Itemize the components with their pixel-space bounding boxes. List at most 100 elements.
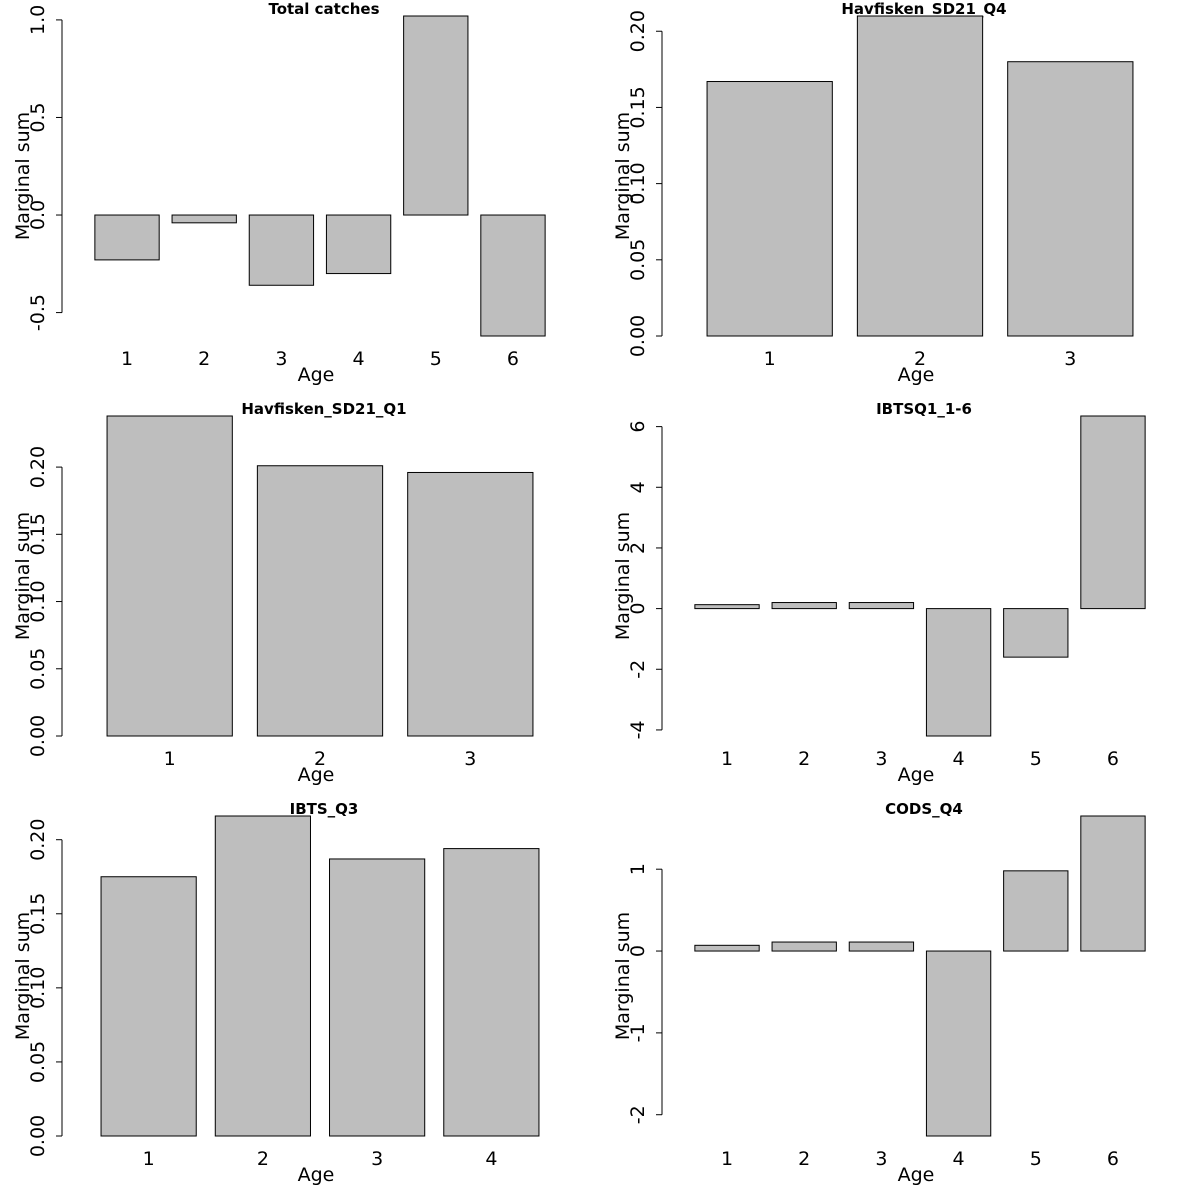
bar — [1080, 415, 1146, 610]
y-tick-label: -2 — [627, 660, 649, 679]
chart-title: IBTS_Q3 — [290, 800, 359, 818]
bar — [1003, 870, 1069, 952]
x-tick-label: 1 — [143, 1148, 155, 1170]
x-tick-label: 3 — [1064, 348, 1076, 370]
y-axis-label: Marginal sum — [612, 112, 634, 240]
y-axis-label: Marginal sum — [612, 912, 634, 1040]
chart-title: Havfisken_SD21_Q1 — [241, 400, 406, 418]
x-tick-label: 6 — [1107, 748, 1119, 770]
bar — [403, 15, 469, 216]
y-tick-label: -0.5 — [27, 294, 49, 331]
bar — [848, 941, 915, 952]
x-tick-label: 2 — [198, 348, 210, 370]
x-tick-label: 2 — [798, 748, 810, 770]
y-tick-label: 0.00 — [27, 1115, 49, 1157]
x-tick-label: 3 — [875, 1148, 887, 1170]
y-tick-label: 0.15 — [27, 893, 49, 935]
y-tick-label: 2 — [627, 542, 649, 554]
chart-title: Havfisken_SD21_Q4 — [841, 0, 1006, 18]
y-tick-label: 0.0 — [27, 200, 49, 230]
bar — [214, 815, 311, 1137]
x-axis-label: Age — [298, 764, 335, 786]
y-tick-label: 0.10 — [627, 162, 649, 204]
bar — [480, 214, 546, 337]
x-tick-label: 3 — [875, 748, 887, 770]
y-tick-label: -1 — [627, 1023, 649, 1042]
y-tick-label: 0.20 — [27, 819, 49, 861]
x-tick-label: 4 — [953, 748, 965, 770]
bar — [925, 950, 992, 1137]
y-axis-label: Marginal sum — [12, 112, 34, 240]
y-tick-label: 0.05 — [27, 1041, 49, 1083]
y-tick-label: 0 — [627, 603, 649, 615]
x-tick-label: 5 — [430, 348, 442, 370]
chart-panel: CODS_Q4 1 2 3 4 5 6 -2 -1 0 1 Age Marginal sum — [612, 800, 1146, 1186]
y-tick-label: 0.00 — [27, 715, 49, 757]
chart-panel: Total catches 1 2 3 4 5 6 -0.5 0.0 0.5 1.0 Age Margi… — [12, 0, 546, 386]
bar — [100, 876, 197, 1137]
bar — [771, 602, 837, 610]
chart-title: IBTSQ1_1-6 — [876, 400, 972, 418]
x-axis-label: Age — [898, 764, 935, 786]
bar — [325, 214, 392, 275]
y-tick-label: 0.00 — [627, 315, 649, 357]
x-tick-label: 4 — [953, 1148, 965, 1170]
y-tick-label: 6 — [627, 421, 649, 433]
bar — [248, 214, 315, 286]
chart-panel: Havfisken_SD21_Q1 1 2 3 0.00 0.05 0.10 0.15 0.20… — [12, 400, 534, 786]
y-tick-label: 0.20 — [627, 10, 649, 52]
y-tick-label: 0.5 — [27, 102, 49, 132]
y-tick-label: -2 — [627, 1105, 649, 1124]
bar — [1003, 608, 1069, 658]
y-tick-label: 4 — [627, 481, 649, 493]
y-tick-label: 0.10 — [27, 967, 49, 1009]
bar — [407, 471, 534, 737]
x-tick-label: 4 — [353, 348, 365, 370]
y-tick-label: 0.05 — [27, 648, 49, 690]
x-tick-label: 2 — [914, 348, 926, 370]
x-axis-label: Age — [898, 364, 935, 386]
x-tick-label: 5 — [1030, 1148, 1042, 1170]
bar — [94, 214, 160, 261]
y-tick-label: -4 — [627, 720, 649, 739]
x-tick-label: 4 — [485, 1148, 497, 1170]
chart-title: CODS_Q4 — [885, 800, 963, 818]
y-tick-label: 1 — [627, 863, 649, 875]
x-tick-label: 6 — [1107, 1148, 1119, 1170]
x-tick-label: 1 — [721, 1148, 733, 1170]
bar — [856, 15, 984, 337]
y-axis-label: Marginal sum — [612, 512, 634, 640]
y-tick-label: 0.20 — [27, 446, 49, 488]
x-tick-label: 2 — [314, 748, 326, 770]
x-tick-label: 3 — [371, 1148, 383, 1170]
x-tick-label: 3 — [275, 348, 287, 370]
chart-panel: IBTSQ1_1-6 1 2 3 4 5 6 -4 -2 0 2 4 6 Age Marginal sum — [612, 400, 1146, 786]
x-tick-label: 1 — [121, 348, 133, 370]
y-axis-label: Marginal sum — [12, 512, 34, 640]
bar — [848, 602, 915, 610]
x-tick-label: 2 — [257, 1148, 269, 1170]
chart-panel: IBTS_Q3 1 2 3 4 0.00 0.05 0.10 0.15 0.20 Age Margin… — [12, 800, 540, 1186]
x-tick-label: 2 — [798, 1148, 810, 1170]
chart-panel: Havfisken_SD21_Q4 1 2 3 0.00 0.05 0.10 0.15 0.20… — [612, 0, 1134, 386]
bar — [694, 944, 760, 952]
y-tick-label: 1.0 — [27, 5, 49, 35]
y-tick-label: 0.15 — [627, 86, 649, 128]
bar — [171, 214, 237, 224]
y-tick-label: 0.15 — [27, 513, 49, 555]
bar — [925, 608, 992, 737]
bar — [443, 848, 540, 1137]
bar — [706, 81, 833, 337]
x-tick-label: 1 — [764, 348, 776, 370]
bar — [329, 858, 426, 1137]
x-axis-label: Age — [298, 364, 335, 386]
bar — [1007, 61, 1134, 337]
x-axis-label: Age — [298, 1164, 335, 1186]
x-axis-label: Age — [898, 1164, 935, 1186]
bar — [106, 415, 233, 737]
y-axis-label: Marginal sum — [12, 912, 34, 1040]
x-tick-label: 5 — [1030, 748, 1042, 770]
bar — [771, 941, 837, 952]
chart-title: Total catches — [268, 0, 379, 18]
